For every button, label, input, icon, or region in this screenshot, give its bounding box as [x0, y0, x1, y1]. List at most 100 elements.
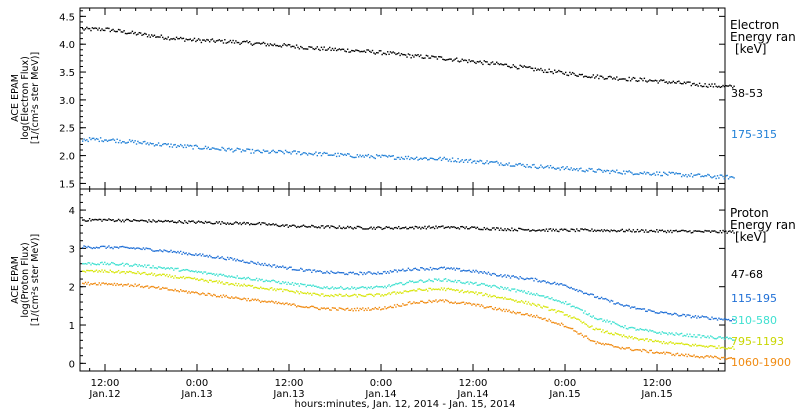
proton-data-point [358, 274, 360, 276]
proton-data-point [529, 293, 531, 295]
proton-data-point [340, 293, 342, 296]
proton-data-point [253, 299, 255, 301]
proton-data-point [640, 229, 643, 231]
electron-data-point [634, 77, 636, 79]
proton-data-point [693, 230, 695, 232]
proton-data-point [698, 334, 701, 336]
proton-data-point [578, 230, 581, 232]
proton-data-point [541, 295, 543, 297]
proton-data-point [569, 303, 571, 305]
electron-data-point [128, 32, 131, 34]
proton-data-point [342, 272, 345, 274]
proton-data-point [413, 301, 415, 303]
proton-data-point [660, 311, 662, 313]
electron-data-point [316, 154, 319, 157]
proton-data-point [188, 220, 190, 222]
proton-data-point [239, 260, 241, 262]
electron-data-point [635, 80, 637, 82]
proton-data-point [255, 263, 258, 265]
proton-data-point [427, 280, 429, 282]
proton-data-point [305, 269, 307, 271]
electron-data-point [508, 162, 510, 164]
electron-data-point [105, 139, 107, 141]
proton-data-point [211, 257, 214, 259]
proton-data-point [563, 302, 566, 305]
proton-data-point [461, 301, 463, 304]
proton-data-point [97, 219, 99, 221]
proton-data-point [337, 227, 339, 229]
proton-data-point [193, 277, 196, 279]
proton-data-point [607, 321, 610, 323]
proton-data-point [295, 283, 298, 285]
electron-data-point [549, 71, 552, 73]
proton-data-point [479, 270, 481, 273]
electron-data-point [115, 30, 117, 33]
proton-data-point [182, 290, 185, 292]
electron-data-point [226, 41, 229, 44]
proton-data-point [614, 303, 617, 305]
proton-data-point [486, 273, 488, 275]
proton-data-point [196, 292, 198, 294]
proton-data-point [512, 299, 514, 301]
proton-data-point [144, 264, 146, 266]
proton-data-point [547, 306, 549, 309]
proton-data-point [200, 271, 203, 273]
proton-data-point [237, 283, 240, 285]
electron-data-point [142, 33, 145, 36]
proton-data-point [502, 298, 505, 300]
electron-data-point [123, 141, 125, 143]
proton-data-point [231, 283, 233, 285]
electron-data-point [581, 73, 583, 76]
proton-data-point [229, 276, 232, 278]
proton-data-point [548, 318, 550, 321]
proton-data-point [279, 265, 281, 268]
proton-data-point [214, 257, 216, 259]
proton-data-point [624, 305, 626, 307]
electron-data-point [518, 67, 520, 70]
proton-data-point [553, 230, 556, 232]
electron-ytick-label: 3.5 [59, 68, 75, 79]
proton-data-point [177, 250, 179, 253]
proton-data-point [157, 274, 160, 276]
proton-data-point [348, 295, 350, 298]
electron-data-point [599, 75, 601, 77]
proton-data-point [337, 294, 339, 297]
electron-ytick-label: 3.0 [59, 96, 75, 107]
proton-data-point [449, 288, 451, 291]
electron-data-point [254, 42, 256, 45]
electron-data-point [237, 148, 240, 150]
proton-data-point [87, 262, 89, 264]
proton-data-point [468, 228, 470, 230]
proton-data-point [565, 300, 567, 303]
electron-data-point [220, 40, 222, 42]
proton-data-point [168, 274, 171, 276]
electron-data-point [640, 172, 643, 175]
proton-data-point [486, 293, 488, 296]
proton-data-point [202, 292, 204, 294]
proton-data-point [647, 330, 650, 333]
proton-data-point [115, 220, 117, 222]
electron-data-point [174, 38, 176, 41]
proton-data-point [115, 284, 117, 287]
electron-data-point [645, 80, 647, 82]
electron-data-point [410, 157, 412, 159]
proton-data-point [563, 284, 566, 286]
proton-data-point [322, 307, 324, 310]
electron-data-point [425, 157, 428, 159]
electron-data-point [536, 167, 538, 169]
proton-data-point [714, 345, 716, 348]
proton-data-point [334, 287, 336, 289]
proton-data-point [632, 349, 635, 352]
proton-data-point [386, 226, 389, 229]
proton-data-point [674, 230, 676, 232]
proton-data-point [360, 294, 363, 297]
proton-data-point [403, 304, 405, 306]
proton-data-point [545, 306, 548, 308]
proton-data-point [382, 271, 385, 273]
proton-data-point [393, 291, 396, 293]
proton-data-point [491, 227, 494, 229]
proton-data-point [664, 353, 666, 355]
proton-data-point [627, 347, 629, 349]
proton-data-point [87, 245, 89, 248]
electron-data-point [402, 157, 404, 160]
